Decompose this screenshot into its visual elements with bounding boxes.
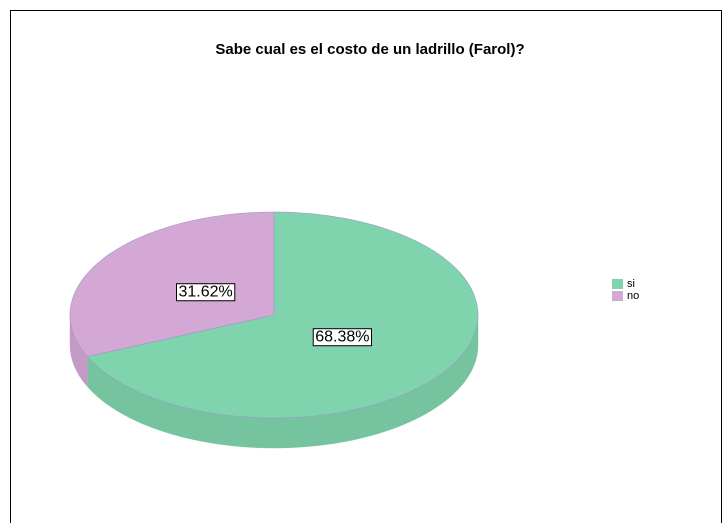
data-label: 68.38%	[315, 329, 369, 346]
legend-swatch	[612, 279, 623, 289]
legend-swatch	[612, 291, 623, 301]
chart-title: Sabe cual es el costo de un ladrillo (Fa…	[215, 41, 524, 58]
slice	[69, 211, 275, 357]
legend-label: no	[627, 290, 639, 302]
slice	[86, 211, 479, 419]
data-label-box	[312, 328, 373, 347]
data-label-box	[175, 283, 236, 302]
data-label: 31.62%	[178, 284, 232, 301]
frame	[10, 10, 722, 523]
legend-label: si	[627, 278, 635, 290]
slice-side-shade	[87, 315, 479, 448]
slice-side-shade	[70, 315, 88, 387]
